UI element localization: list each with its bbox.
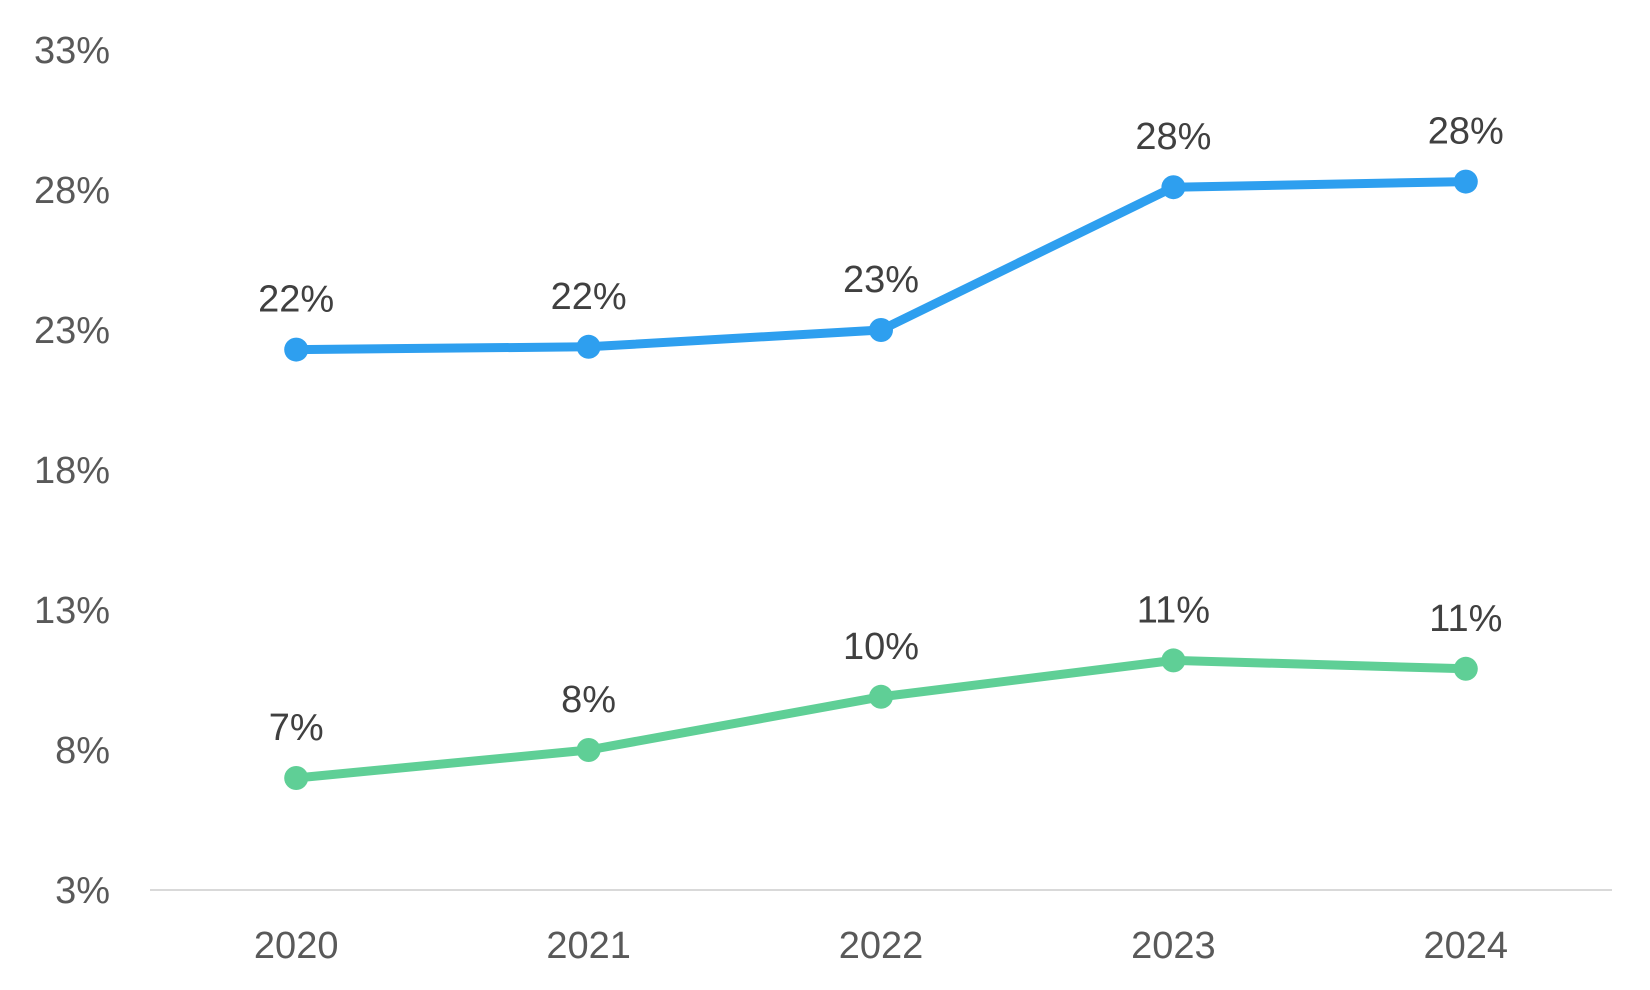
data-point: [869, 318, 893, 342]
y-tick-label: 3%: [55, 870, 110, 912]
x-axis: 2020 2021 2022 2023 2024: [150, 889, 1612, 967]
series-2: 7% 8% 10% 11% 11%: [269, 589, 1502, 790]
y-axis: 3% 8% 13% 18% 23% 28% 33%: [34, 30, 110, 912]
data-label: 11%: [1137, 589, 1210, 631]
data-label: 7%: [269, 707, 324, 749]
data-point: [284, 766, 309, 790]
data-label: 11%: [1429, 598, 1502, 640]
data-point: [1453, 656, 1478, 681]
data-label: 10%: [843, 626, 919, 668]
y-tick-label: 33%: [34, 30, 110, 72]
data-label: 28%: [1135, 116, 1211, 158]
x-tick-label: 2022: [839, 925, 924, 967]
series-layer: 22% 22% 23% 28% 28% 7% 8% 10% 11% 11%: [258, 111, 1504, 790]
data-point: [1453, 169, 1478, 194]
y-tick-label: 28%: [34, 170, 110, 212]
data-point: [576, 334, 601, 359]
x-tick-label: 2021: [546, 925, 631, 967]
y-tick-label: 18%: [34, 450, 110, 492]
series-line: [291, 655, 1471, 783]
data-label: 22%: [258, 279, 334, 321]
series-1: 22% 22% 23% 28% 28%: [258, 111, 1504, 362]
data-label: 22%: [551, 276, 627, 318]
data-point: [1161, 175, 1186, 200]
x-tick-label: 2023: [1131, 925, 1216, 967]
y-tick-label: 23%: [34, 310, 110, 352]
data-point: [284, 337, 309, 362]
data-point: [869, 684, 893, 709]
x-tick-label: 2020: [254, 925, 339, 967]
data-point: [576, 738, 601, 762]
x-tick-label: 2024: [1424, 925, 1509, 967]
data-point: [1161, 648, 1186, 673]
y-tick-label: 8%: [55, 730, 110, 772]
data-label: 8%: [561, 679, 616, 721]
data-label: 23%: [843, 259, 919, 301]
y-tick-label: 13%: [34, 590, 110, 632]
data-label: 28%: [1428, 111, 1504, 153]
